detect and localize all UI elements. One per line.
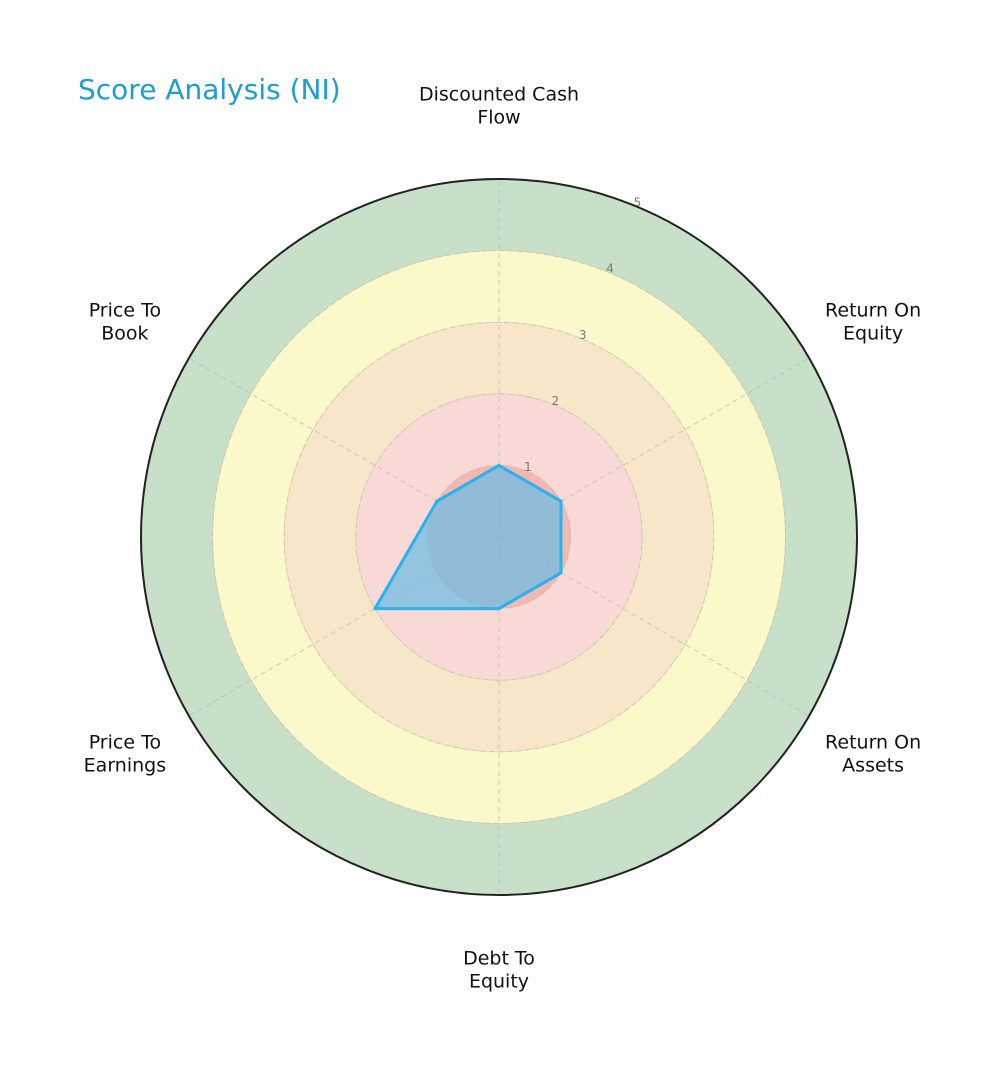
axis-labels: Discounted Cash Flow Return On Equity Return…: [84, 84, 921, 993]
score-series: [373, 463, 563, 611]
axis-label: Return On Assets: [825, 732, 921, 777]
tick-label: 2: [551, 394, 559, 408]
grid-ring-2: [355, 393, 643, 681]
axis-label: Return On Equity: [825, 300, 921, 345]
axis-label: Discounted Cash Flow: [419, 84, 579, 129]
score-point: [559, 571, 563, 575]
axis-label: Price To Earnings: [84, 732, 166, 777]
tick-label: 4: [606, 262, 614, 276]
radial-tick-labels: 1 2 3 4 5: [524, 196, 641, 475]
grid-ring-4: [212, 250, 786, 824]
grid-spoke: [498, 357, 810, 538]
grid-spoke: [188, 357, 500, 538]
score-point: [373, 607, 377, 611]
tick-label: 1: [524, 460, 532, 474]
chart-title: Score Analysis (NI): [78, 73, 341, 106]
tick-label: 5: [634, 196, 642, 210]
axis-label: Price To Book: [89, 300, 161, 345]
score-point: [559, 499, 563, 503]
score-point: [497, 607, 501, 611]
outer-ring: [140, 178, 858, 896]
score-point: [497, 463, 501, 467]
tick-label: 3: [579, 328, 587, 342]
axis-label: Debt To Equity: [463, 948, 535, 993]
grid-spoke: [188, 536, 500, 717]
grid-ring-3: [283, 321, 715, 753]
score-point: [435, 499, 439, 503]
grid-spoke: [498, 536, 810, 717]
